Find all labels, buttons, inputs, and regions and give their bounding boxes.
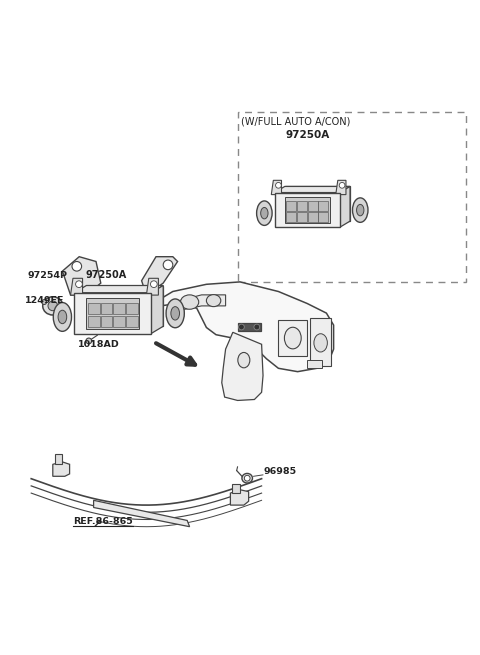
Ellipse shape xyxy=(314,334,327,352)
Ellipse shape xyxy=(284,328,301,349)
Circle shape xyxy=(75,281,83,288)
Circle shape xyxy=(163,260,173,270)
Circle shape xyxy=(254,324,260,330)
Text: REF.86-865: REF.86-865 xyxy=(73,517,133,526)
Ellipse shape xyxy=(242,474,252,483)
Ellipse shape xyxy=(180,295,199,309)
Ellipse shape xyxy=(261,208,268,219)
Text: 96985: 96985 xyxy=(263,467,296,476)
Text: 1018AD: 1018AD xyxy=(78,340,120,349)
Bar xyxy=(126,316,138,327)
Circle shape xyxy=(276,183,281,188)
Polygon shape xyxy=(275,187,350,193)
Bar xyxy=(286,212,296,221)
Ellipse shape xyxy=(357,204,364,215)
Polygon shape xyxy=(146,278,158,295)
Bar xyxy=(285,187,350,221)
Polygon shape xyxy=(161,282,334,371)
Ellipse shape xyxy=(166,299,184,328)
Polygon shape xyxy=(178,295,226,310)
Text: (W/FULL AUTO A/CON): (W/FULL AUTO A/CON) xyxy=(241,117,351,126)
Bar xyxy=(113,303,125,314)
Text: 1249EE: 1249EE xyxy=(25,296,64,305)
Bar xyxy=(238,323,261,331)
Bar xyxy=(310,318,331,366)
Circle shape xyxy=(72,261,82,271)
Text: 97254P: 97254P xyxy=(27,271,67,280)
Bar xyxy=(55,454,62,464)
Bar xyxy=(113,316,125,327)
Polygon shape xyxy=(94,500,190,527)
Bar xyxy=(308,212,318,221)
Circle shape xyxy=(48,301,58,310)
Bar xyxy=(100,303,112,314)
Bar xyxy=(88,316,99,327)
Polygon shape xyxy=(336,180,346,195)
Bar xyxy=(297,212,307,221)
Ellipse shape xyxy=(43,297,63,315)
Bar xyxy=(100,316,112,327)
Bar xyxy=(308,201,318,211)
Circle shape xyxy=(42,299,47,305)
Circle shape xyxy=(151,281,157,288)
Bar xyxy=(285,196,330,223)
Bar xyxy=(232,483,240,493)
Bar xyxy=(318,212,328,221)
Bar xyxy=(126,303,138,314)
Circle shape xyxy=(86,338,92,344)
Ellipse shape xyxy=(257,201,272,225)
Polygon shape xyxy=(151,286,163,333)
Bar xyxy=(238,111,466,282)
Circle shape xyxy=(244,476,250,481)
Ellipse shape xyxy=(352,198,368,222)
Polygon shape xyxy=(74,286,163,293)
Bar xyxy=(297,201,307,211)
Text: 97250A: 97250A xyxy=(285,130,329,140)
Bar xyxy=(318,201,328,211)
Polygon shape xyxy=(142,257,178,295)
Circle shape xyxy=(339,183,345,188)
Text: 97250A: 97250A xyxy=(85,271,127,280)
Ellipse shape xyxy=(58,310,67,324)
Ellipse shape xyxy=(171,307,180,320)
Polygon shape xyxy=(53,462,70,476)
Bar xyxy=(86,297,139,329)
Polygon shape xyxy=(230,490,249,505)
Bar xyxy=(307,360,322,368)
Bar xyxy=(86,286,163,326)
Ellipse shape xyxy=(238,352,250,368)
Ellipse shape xyxy=(53,303,72,331)
Bar xyxy=(278,320,307,356)
Circle shape xyxy=(239,324,244,330)
Polygon shape xyxy=(222,332,263,400)
Polygon shape xyxy=(62,257,101,295)
Bar xyxy=(275,193,340,227)
Ellipse shape xyxy=(206,295,221,307)
Polygon shape xyxy=(71,278,83,295)
Bar xyxy=(88,303,99,314)
Polygon shape xyxy=(271,180,281,195)
Bar xyxy=(286,201,296,211)
Polygon shape xyxy=(340,187,350,227)
Bar xyxy=(74,293,151,333)
